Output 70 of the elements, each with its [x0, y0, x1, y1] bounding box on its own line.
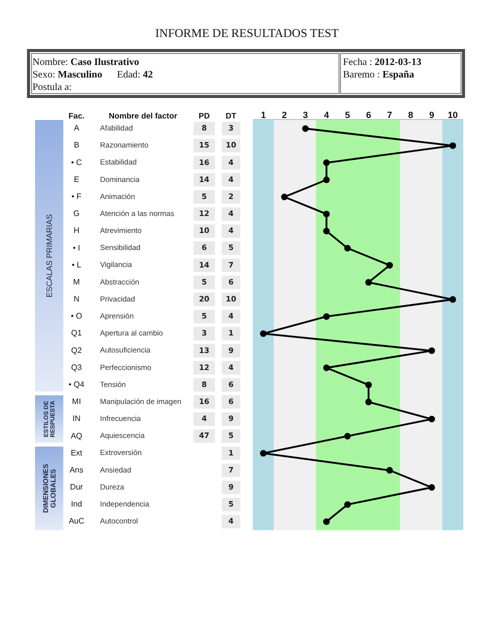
point: [323, 313, 330, 320]
text: Ans: [70, 465, 84, 474]
text: Baremo : España: [343, 70, 414, 80]
text: • I: [72, 243, 80, 252]
point: [302, 125, 309, 132]
point: [449, 142, 456, 149]
x-tick-label: 8: [408, 110, 414, 120]
text: IN: [72, 414, 81, 424]
text: N: [74, 294, 80, 304]
point: [428, 484, 436, 491]
point: [365, 279, 372, 286]
x-tick-label: 4: [324, 110, 329, 120]
point: [386, 467, 393, 474]
text: Sexo: Masculino: [32, 70, 102, 80]
point: [323, 210, 330, 218]
text: B: [74, 140, 80, 150]
text: • C: [71, 158, 82, 167]
text: A: [74, 124, 80, 133]
text: • Q4: [68, 380, 85, 390]
x-tick-label: PD: [198, 112, 210, 121]
x-tick-label: 2: [282, 110, 287, 120]
x-tick-label: 7: [387, 110, 392, 120]
point: [260, 330, 267, 337]
point: [323, 364, 330, 372]
x-tick-label: DT: [226, 112, 236, 121]
x-tick-label: 6: [366, 110, 372, 120]
text: Q1: [71, 328, 82, 338]
text: Fecha : 2012-03-13: [343, 57, 422, 68]
point: [344, 501, 351, 508]
text: H: [74, 226, 80, 236]
point: [344, 432, 351, 440]
x-tick-label: 3: [302, 110, 308, 120]
point: [323, 159, 330, 166]
point: [365, 382, 372, 388]
text: Q2: [71, 346, 82, 355]
text: Nombre: Caso Ilustrativo: [32, 57, 140, 68]
text: G: [73, 209, 80, 218]
text: E: [74, 174, 80, 184]
x-tick-label: 5: [345, 110, 350, 120]
point: [323, 228, 330, 234]
point: [449, 296, 456, 303]
x-tick-label: 9: [429, 110, 434, 120]
text: Edad: 42: [117, 70, 153, 80]
text: Nombre del factor: [108, 112, 178, 121]
text: Dur: [70, 482, 84, 492]
point: [260, 450, 267, 457]
x-tick-label: 10: [448, 110, 458, 120]
point: [323, 176, 330, 184]
text: INFORME DE RESULTADOS TEST: [155, 26, 340, 40]
text: Fac.: [68, 112, 85, 121]
text: MI: [72, 397, 81, 406]
text: M: [73, 277, 80, 286]
point: [428, 416, 436, 422]
point: [281, 194, 288, 200]
point: [386, 262, 393, 269]
text: Postula a:: [32, 82, 72, 93]
text: • O: [70, 312, 82, 321]
point: [365, 398, 372, 406]
text: AQ: [70, 431, 82, 440]
text: Ind: [70, 500, 82, 509]
point: [428, 347, 436, 354]
text: Ext: [70, 448, 84, 458]
text: • F: [72, 192, 82, 202]
text: Q3: [71, 362, 82, 372]
y-axis-title: ESCALAS PRIMARIAS: [45, 214, 54, 298]
text: • L: [72, 260, 82, 270]
x-tick-label: 1: [260, 110, 266, 120]
point: [344, 244, 351, 252]
text: AuC: [68, 516, 85, 526]
point: [323, 518, 330, 525]
